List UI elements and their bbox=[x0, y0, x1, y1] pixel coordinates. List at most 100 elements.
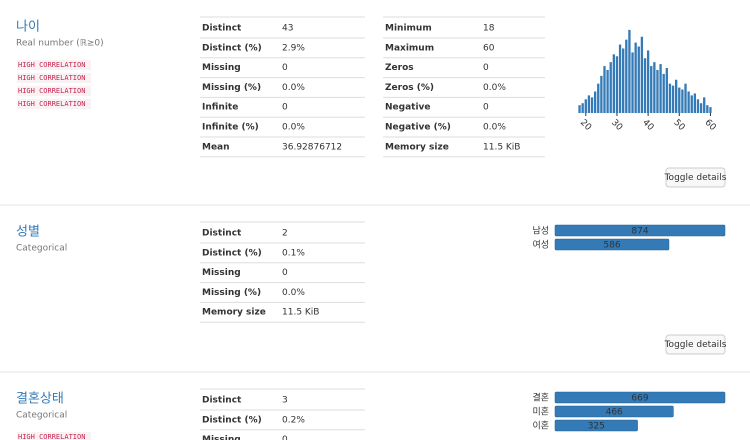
variable-name: 성별 bbox=[16, 225, 40, 240]
stat-value: 0 bbox=[282, 103, 288, 113]
histogram-bar bbox=[690, 95, 693, 113]
histogram-bar bbox=[603, 66, 606, 113]
stat-label: Distinct bbox=[202, 396, 242, 406]
alert-bg bbox=[17, 99, 91, 109]
alert-bg bbox=[17, 73, 91, 83]
histogram-bar bbox=[622, 48, 625, 113]
stat-value: 0 bbox=[483, 103, 489, 113]
stat-value: 60 bbox=[483, 43, 495, 53]
bar bbox=[554, 224, 726, 237]
histogram-bar bbox=[671, 85, 675, 113]
stat-value: 2.9% bbox=[282, 43, 305, 53]
stat-label: Distinct bbox=[202, 229, 242, 239]
toggle-button[interactable] bbox=[665, 167, 726, 188]
stat-label: Memory size bbox=[202, 308, 266, 318]
stat-label: Missing (%) bbox=[202, 288, 261, 298]
stat-label: Memory size bbox=[385, 142, 449, 152]
stat-value: 3 bbox=[282, 396, 288, 406]
histogram-bar bbox=[703, 97, 706, 113]
bar bbox=[554, 405, 674, 418]
histogram-bar bbox=[593, 91, 597, 113]
stat-label: Negative bbox=[385, 103, 431, 113]
histogram-bar bbox=[612, 54, 615, 113]
histogram-bar bbox=[625, 39, 628, 113]
histogram-bar bbox=[681, 89, 684, 113]
stat-value: 36.92876712 bbox=[282, 142, 342, 152]
bar-value: 466 bbox=[606, 408, 623, 418]
histogram-bar bbox=[628, 29, 631, 114]
stat-label: Distinct (%) bbox=[202, 248, 262, 258]
bar-value: 325 bbox=[588, 422, 605, 432]
bar-value: 874 bbox=[631, 227, 648, 237]
stat-value: 0 bbox=[483, 63, 489, 73]
stat-label: Mean bbox=[202, 142, 230, 152]
stat-label: Zeros (%) bbox=[385, 83, 434, 93]
stat-label: Distinct (%) bbox=[202, 415, 262, 425]
stat-value: 18 bbox=[483, 24, 495, 34]
histogram-bar bbox=[653, 62, 656, 113]
variable-type: Real number (ℝ≥0) bbox=[16, 39, 104, 49]
stat-label: Maximum bbox=[385, 43, 434, 53]
bar-value: 586 bbox=[603, 241, 620, 251]
bar-value: 669 bbox=[631, 394, 648, 404]
histogram-bar bbox=[684, 83, 687, 113]
stat-label: Distinct (%) bbox=[202, 43, 262, 53]
histogram-bar bbox=[699, 103, 703, 113]
stat-value: 0 bbox=[282, 435, 288, 440]
alert-bg bbox=[17, 86, 91, 96]
stat-value: 0.0% bbox=[483, 83, 506, 93]
alert: HIGH CORRELATION bbox=[18, 87, 85, 95]
stat-label: Missing bbox=[202, 435, 241, 440]
variable-name: 나이 bbox=[16, 20, 40, 35]
toggle-label[interactable]: Toggle details bbox=[664, 173, 727, 183]
histogram-bar bbox=[637, 46, 640, 114]
histogram-bar bbox=[678, 87, 681, 113]
bar bbox=[554, 419, 638, 432]
bar bbox=[554, 238, 670, 251]
histogram-bar bbox=[693, 93, 697, 113]
stat-label: Missing bbox=[202, 63, 241, 73]
stat-value: 0.2% bbox=[282, 415, 305, 425]
stat-value: 0.0% bbox=[282, 288, 305, 298]
histogram-bar bbox=[578, 105, 581, 113]
stat-value: 0.0% bbox=[483, 123, 506, 133]
histogram-bar bbox=[687, 91, 690, 113]
stat-label: Minimum bbox=[385, 24, 432, 34]
bar-label: 이혼 bbox=[532, 420, 549, 432]
histogram-bar bbox=[615, 56, 619, 113]
toggle-button[interactable] bbox=[665, 334, 726, 355]
x-tick-label: 40 bbox=[640, 118, 655, 133]
alert: HIGH CORRELATION bbox=[18, 433, 85, 440]
histogram-bar bbox=[643, 58, 647, 113]
stat-value: 2 bbox=[282, 229, 288, 239]
stat-label: Missing (%) bbox=[202, 83, 261, 93]
histogram-bar bbox=[706, 105, 709, 113]
variable-type: Categorical bbox=[16, 411, 67, 421]
histogram-bar bbox=[668, 83, 672, 113]
stat-value: 0 bbox=[282, 268, 288, 278]
stat-label: Zeros bbox=[385, 63, 414, 73]
histogram-bar bbox=[696, 99, 700, 113]
histogram-bar bbox=[662, 73, 665, 113]
histogram-bar bbox=[631, 52, 634, 113]
stat-label: Missing bbox=[202, 268, 241, 278]
histogram-bar bbox=[584, 99, 587, 113]
histogram-bar bbox=[634, 42, 637, 113]
bar-label: 여성 bbox=[532, 239, 549, 251]
histogram-bar bbox=[640, 36, 644, 113]
histogram-bar bbox=[581, 103, 584, 113]
histogram-bar bbox=[587, 95, 591, 113]
histogram-bar bbox=[618, 44, 622, 113]
histogram-bar bbox=[650, 66, 653, 113]
variable-type: Categorical bbox=[16, 244, 67, 254]
histogram-bar bbox=[609, 62, 612, 113]
histogram-bar bbox=[659, 64, 662, 113]
histogram-bar bbox=[675, 79, 678, 113]
x-tick-label: 60 bbox=[703, 118, 718, 133]
stat-value: 11.5 KiB bbox=[483, 142, 520, 152]
toggle-label[interactable]: Toggle details bbox=[664, 340, 727, 350]
alert: HIGH CORRELATION bbox=[18, 61, 85, 69]
histogram-bar bbox=[656, 69, 659, 113]
stat-value: 0.0% bbox=[282, 83, 305, 93]
